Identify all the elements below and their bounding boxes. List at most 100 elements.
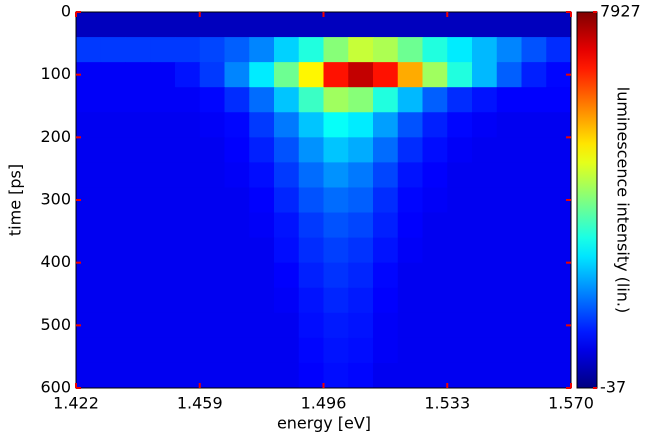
heatmap-cell: [249, 262, 275, 289]
heatmap-cell: [274, 112, 300, 138]
heatmap-cell: [100, 137, 126, 163]
heatmap-cell: [125, 87, 151, 113]
heatmap-cell: [373, 237, 399, 264]
heatmap-cell: [521, 112, 547, 138]
heatmap-cell: [100, 37, 126, 63]
heatmap-cell: [249, 137, 275, 163]
heatmap-cell: [546, 262, 572, 289]
heatmap-cell: [125, 262, 151, 289]
heatmap-cell: [521, 312, 547, 339]
y-tick-label: 500: [40, 315, 71, 334]
heatmap-cell: [422, 112, 448, 138]
heatmap-cell: [472, 37, 498, 63]
heatmap-cell: [274, 262, 300, 289]
heatmap-cell: [199, 12, 225, 38]
heatmap-cell: [76, 237, 102, 264]
heatmap-cell: [150, 112, 176, 138]
heatmap-cell: [373, 187, 399, 214]
heatmap-cell: [199, 62, 225, 88]
heatmap-cell: [348, 287, 374, 314]
heatmap-cell: [224, 237, 250, 264]
heatmap-cell: [100, 212, 126, 239]
heatmap-cell: [472, 112, 498, 138]
heatmap-cell: [76, 262, 102, 289]
heatmap-cell: [298, 312, 324, 339]
heatmap-cell: [397, 262, 423, 289]
heatmap-cell: [348, 162, 374, 188]
heatmap-cell: [100, 112, 126, 138]
heatmap-cell: [100, 312, 126, 339]
heatmap-cell: [397, 337, 423, 364]
heatmap-cell: [373, 87, 399, 113]
heatmap-cell: [323, 12, 349, 38]
heatmap-cell: [521, 187, 547, 214]
heatmap-cell: [373, 362, 399, 389]
heatmap-cell: [150, 187, 176, 214]
heatmap-cell: [373, 262, 399, 289]
heatmap-cell: [546, 37, 572, 63]
heatmap-cell: [76, 12, 102, 38]
heatmap-cell: [199, 287, 225, 314]
heatmap-cell: [323, 187, 349, 214]
heatmap-cell: [323, 262, 349, 289]
heatmap-cell: [447, 137, 473, 163]
heatmap-cell: [521, 262, 547, 289]
heatmap-cell: [298, 162, 324, 188]
heatmap-cell: [274, 337, 300, 364]
heatmap-cell: [224, 312, 250, 339]
heatmap-cell: [348, 37, 374, 63]
heatmap-cell: [397, 312, 423, 339]
heatmap-cell: [447, 212, 473, 239]
heatmap-cell: [175, 237, 201, 264]
heatmap-cell: [100, 12, 126, 38]
heatmap-cell: [472, 262, 498, 289]
heatmap-cell: [397, 87, 423, 113]
heatmap-cell: [496, 87, 522, 113]
heatmap-cell: [150, 37, 176, 63]
heatmap-cell: [521, 337, 547, 364]
heatmap-cell: [546, 362, 572, 389]
heatmap-cell: [546, 137, 572, 163]
heatmap-cell: [249, 337, 275, 364]
heatmap-cell: [348, 187, 374, 214]
heatmap-cell: [397, 162, 423, 188]
colorbar-label: luminescence intensity (lin.): [614, 87, 633, 314]
heatmap-cell: [323, 87, 349, 113]
heatmap-cell: [521, 12, 547, 38]
heatmap-cell: [298, 187, 324, 214]
heatmap-cell: [249, 87, 275, 113]
heatmap-cell: [150, 287, 176, 314]
heatmap-cell: [348, 312, 374, 339]
heatmap-cell: [496, 262, 522, 289]
heatmap-cell: [546, 212, 572, 239]
heatmap-cell: [323, 37, 349, 63]
heatmap-cell: [447, 62, 473, 88]
x-axis-label: energy [eV]: [277, 414, 371, 433]
colorbar: [576, 11, 598, 389]
heatmap-cell: [150, 312, 176, 339]
heatmap-cell: [373, 337, 399, 364]
heatmap-cell: [175, 162, 201, 188]
heatmap-cell: [274, 87, 300, 113]
heatmap-cell: [496, 37, 522, 63]
heatmap-cell: [298, 12, 324, 38]
heatmap-cell: [472, 137, 498, 163]
heatmap-cell: [546, 337, 572, 364]
heatmap-cell: [224, 162, 250, 188]
heatmap-cell: [274, 287, 300, 314]
heatmap-cell: [76, 87, 102, 113]
heatmap-cell: [496, 237, 522, 264]
heatmap-cell: [496, 362, 522, 389]
heatmap-cell: [100, 362, 126, 389]
heatmap-cell: [125, 212, 151, 239]
heatmap-cell: [447, 112, 473, 138]
heatmap-cell: [175, 337, 201, 364]
heatmap-cell: [373, 162, 399, 188]
heatmap-cell: [546, 237, 572, 264]
heatmap-cell: [521, 62, 547, 88]
heatmap-cell: [100, 237, 126, 264]
heatmap-cell: [397, 12, 423, 38]
heatmap-cell: [348, 237, 374, 264]
heatmap-cell: [76, 212, 102, 239]
